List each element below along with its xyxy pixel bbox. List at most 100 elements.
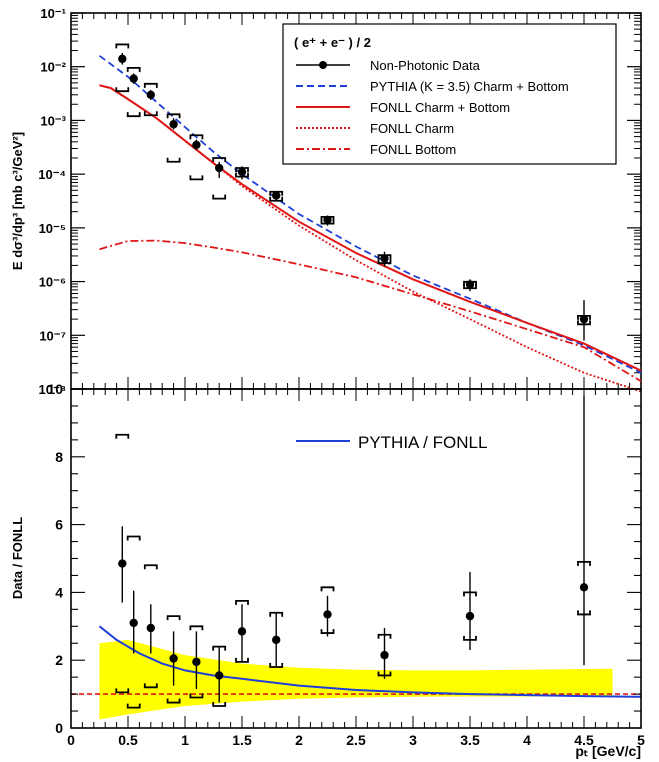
bottom-y-axis-label: Data / FONLL xyxy=(10,517,25,599)
x-tick-label: 1.5 xyxy=(232,732,252,748)
sys-bracket xyxy=(189,693,204,699)
legend-box xyxy=(282,23,617,165)
x-tick-label: 4.5 xyxy=(574,732,594,748)
data-point xyxy=(237,627,247,636)
curve-dashdot xyxy=(99,239,642,382)
bottom-curves xyxy=(71,625,642,698)
y-tick-label: 2 xyxy=(55,652,63,668)
sys-bracket xyxy=(269,662,284,668)
x-tick-label: 4 xyxy=(523,732,531,748)
sys-bracket xyxy=(212,701,227,707)
sys-bracket xyxy=(463,635,477,641)
sys-bracket xyxy=(126,112,141,118)
sys-bracket xyxy=(126,703,141,709)
sys-bracket xyxy=(212,157,227,162)
x-tick-labels: 0 0.5 1 1.5 2 2.5 3 3.5 4 4.5 5 xyxy=(67,732,645,748)
y-tick-label: 10 xyxy=(47,381,63,397)
data-point xyxy=(169,654,178,663)
bottom-data-points xyxy=(115,395,591,709)
data-point xyxy=(272,635,281,645)
data-point xyxy=(146,90,155,100)
sys-bracket xyxy=(143,82,158,88)
y-tick-label: 10⁻⁵ xyxy=(39,221,66,236)
data-point xyxy=(169,120,178,129)
legend-label: FONLL Bottom xyxy=(370,142,456,157)
y-tick-label: 10⁻⁴ xyxy=(38,167,66,182)
x-axis-label: pₜ [GeV/c] xyxy=(575,743,641,759)
x-tick-label: 0 xyxy=(67,732,75,748)
x-tick-label: 3 xyxy=(409,732,417,748)
data-point xyxy=(323,215,332,225)
sys-bracket xyxy=(377,671,392,677)
y-tick-label: 10⁻² xyxy=(40,60,66,75)
sys-bracket xyxy=(235,599,249,605)
sys-bracket xyxy=(377,633,392,639)
legend-label: FONLL Charm xyxy=(370,121,454,136)
yellow-band xyxy=(99,639,613,720)
top-panel: 10⁻⁸ 10⁻⁷ 10⁻⁶ 10⁻⁵ 10⁻⁴ 10⁻³ 10⁻² 10⁻¹ E dσ³/d… xyxy=(10,6,642,397)
sys-bracket xyxy=(115,87,130,93)
data-point xyxy=(129,618,138,628)
sys-bracket xyxy=(166,615,181,621)
sys-bracket xyxy=(320,629,335,634)
top-curves xyxy=(98,55,642,393)
sys-bracket xyxy=(189,625,204,631)
top-axis-ticks xyxy=(70,12,642,390)
pythia-legend-label: PYTHIA / FONLL xyxy=(358,433,487,452)
sys-bracket xyxy=(189,134,204,140)
data-point xyxy=(272,191,281,200)
data-point xyxy=(192,657,201,667)
sys-bracket xyxy=(166,157,181,163)
data-point xyxy=(118,54,127,64)
x-tick-label: 5 xyxy=(637,732,645,748)
bottom-panel: 0 2 4 6 8 10 0 0.5 1 1.5 2 2.5 3 3.5 4 4.5 5 Data / FON… xyxy=(10,381,645,759)
sys-bracket xyxy=(212,194,227,200)
data-point xyxy=(129,74,138,83)
sys-bracket xyxy=(143,683,158,689)
bottom-y-tick-labels: 0 2 4 6 8 10 xyxy=(47,381,63,736)
data-point xyxy=(465,611,475,621)
sys-bracket xyxy=(235,172,249,178)
legend-entries: Non-Photonic Data PYTHIA (K = 3.5) Charm … xyxy=(296,58,569,157)
sys-bracket xyxy=(577,320,591,326)
sys-bracket xyxy=(269,611,284,617)
sys-bracket xyxy=(143,111,158,117)
data-point xyxy=(146,623,155,633)
y-tick-label: 10⁻⁶ xyxy=(39,275,66,290)
x-tick-label: 0.5 xyxy=(118,732,138,748)
curve-dotted xyxy=(99,84,642,393)
sys-bracket xyxy=(143,564,158,570)
sys-bracket xyxy=(126,67,141,72)
legend-header: ( e⁺ + e⁻ ) / 2 xyxy=(294,35,371,50)
data-point xyxy=(215,671,224,680)
top-data-points xyxy=(115,43,591,341)
sys-bracket xyxy=(577,610,591,616)
y-tick-label: 10⁻³ xyxy=(40,113,66,128)
y-tick-label: 10⁻¹ xyxy=(40,6,66,21)
data-point xyxy=(465,280,475,289)
sys-bracket xyxy=(166,698,181,704)
top-y-tick-labels: 10⁻⁸ 10⁻⁷ 10⁻⁶ 10⁻⁵ 10⁻⁴ 10⁻³ 10⁻² 10⁻¹ xyxy=(38,6,66,397)
legend-label: FONLL Charm + Bottom xyxy=(370,100,510,115)
data-point xyxy=(192,140,201,150)
x-tick-label: 3.5 xyxy=(460,732,480,748)
legend-marker xyxy=(319,61,327,69)
y-tick-label: 10⁻⁸ xyxy=(39,382,66,397)
sys-bracket xyxy=(577,560,591,566)
sys-bracket xyxy=(115,433,130,439)
pythia-fonll-curve xyxy=(98,625,642,698)
uncertainty-band xyxy=(99,639,613,720)
sys-bracket xyxy=(189,175,204,181)
legend-label: PYTHIA (K = 3.5) Charm + Bottom xyxy=(370,79,569,94)
y-tick-label: 0 xyxy=(55,720,63,736)
data-point xyxy=(215,163,224,173)
top-y-axis-label: E dσ³/dp³ [mb c³/GeV²] xyxy=(10,132,25,270)
data-point xyxy=(579,314,589,324)
x-tick-label: 1 xyxy=(181,732,189,748)
x-tick-label: 2.5 xyxy=(346,732,366,748)
x-tick-label: 2 xyxy=(295,732,303,748)
y-tick-label: 4 xyxy=(55,584,63,600)
sys-bracket xyxy=(126,535,141,541)
data-point xyxy=(579,583,589,592)
